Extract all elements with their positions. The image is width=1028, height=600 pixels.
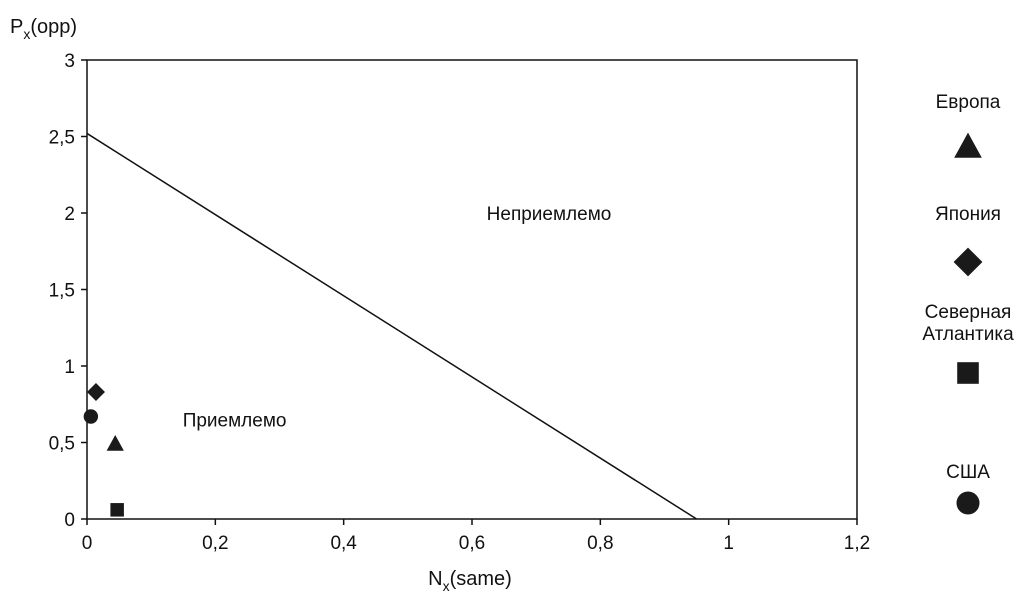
data-point-triangle <box>106 435 124 451</box>
region-annotation: Неприемлемо <box>487 204 612 225</box>
x-tick-label: 1,2 <box>844 533 870 554</box>
region-annotation: Приемлемо <box>183 411 287 432</box>
legend-marker-diamond <box>953 247 983 277</box>
x-axis-label: Nx(same) <box>428 568 512 594</box>
boundary-line <box>86 132 697 520</box>
legend-label: Европа <box>936 92 1001 113</box>
x-tick-label: 0,8 <box>587 533 613 554</box>
legend-marker-square <box>957 362 979 384</box>
x-tick-label: 0,4 <box>330 533 357 554</box>
legend-label: Северная <box>925 302 1012 323</box>
y-tick-label: 2,5 <box>49 128 75 149</box>
y-tick-label: 1 <box>64 357 75 378</box>
x-tick-label: 1 <box>723 533 734 554</box>
legend-marker-triangle <box>954 132 982 158</box>
x-tick-label: 0 <box>82 533 93 554</box>
y-tick-label: 3 <box>64 51 75 72</box>
x-tick-label: 0,6 <box>459 533 485 554</box>
y-tick-label: 0,5 <box>49 434 75 455</box>
x-tick-label: 0,2 <box>202 533 228 554</box>
y-tick-label: 1,5 <box>49 281 75 302</box>
plot-frame <box>86 59 858 520</box>
data-point-diamond <box>86 383 105 402</box>
y-tick-label: 2 <box>64 204 75 225</box>
legend-label: Атлантика <box>922 324 1014 345</box>
legend-label: США <box>946 462 990 483</box>
y-tick-label: 0 <box>64 510 75 531</box>
data-point-circle <box>83 409 99 424</box>
data-point-square <box>110 503 124 517</box>
y-axis-label: Px(opp) <box>10 16 77 42</box>
legend-label: Япония <box>935 204 1001 225</box>
legend-marker-circle <box>956 491 980 515</box>
